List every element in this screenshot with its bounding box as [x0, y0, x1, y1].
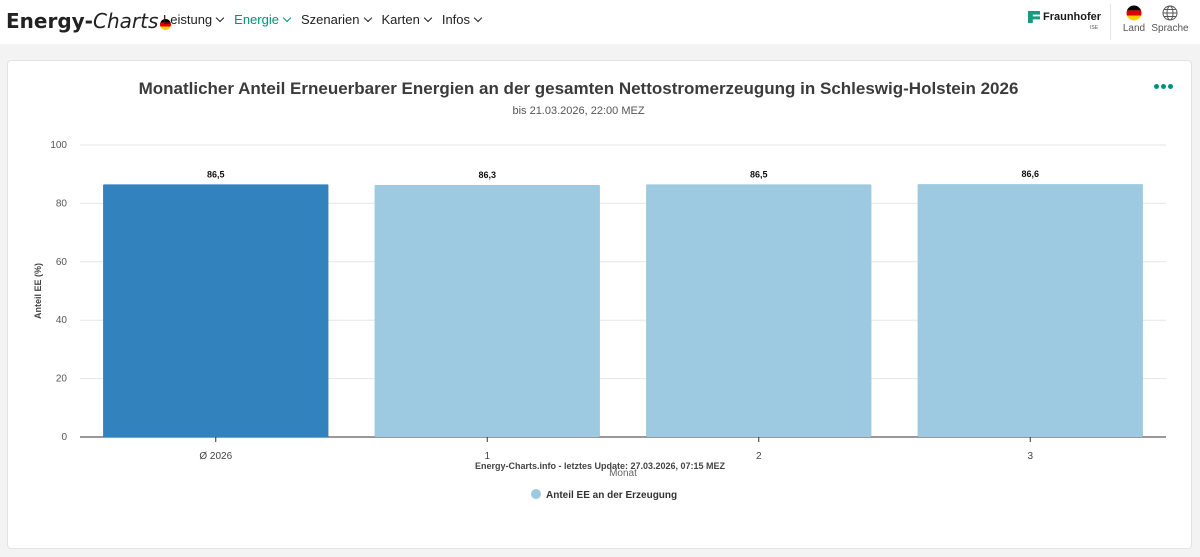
navbar-divider — [1110, 4, 1111, 40]
data-label: 86,5 — [207, 169, 225, 179]
bar — [374, 185, 600, 437]
chart-title: Monatlicher Anteil Erneuerbarer Energien… — [138, 79, 1019, 98]
x-tick-label: 3 — [1027, 451, 1033, 462]
chart-subtitle: bis 21.03.2026, 22:00 MEZ — [512, 105, 645, 117]
country-selector[interactable]: Land — [1114, 5, 1154, 34]
language-selector[interactable]: Sprache — [1150, 5, 1190, 34]
menu-leistung[interactable]: Leistung — [163, 12, 225, 27]
y-tick-label: 60 — [56, 257, 68, 268]
x-tick-label: Ø 2026 — [199, 451, 232, 462]
more-options-icon[interactable] — [1154, 79, 1178, 93]
data-label: 86,3 — [478, 170, 496, 180]
x-axis-title: Monat — [609, 468, 637, 479]
y-tick-label: 100 — [50, 140, 67, 151]
x-tick-label: 2 — [756, 451, 762, 462]
y-axis-title: Anteil EE (%) — [33, 263, 43, 319]
data-label: 86,6 — [1021, 169, 1039, 179]
bar — [917, 184, 1143, 437]
x-tick-label: 1 — [484, 451, 490, 462]
energy-charts-logo[interactable]: Energy-Charts — [6, 9, 172, 33]
y-tick-label: 20 — [56, 374, 68, 385]
bar — [646, 184, 872, 437]
country-label: Land — [1122, 23, 1146, 34]
menu-energie[interactable]: Energie — [234, 12, 292, 27]
fraunhofer-ise-label: ISE — [1090, 25, 1099, 31]
fraunhofer-logo[interactable]: Fraunhofer — [1028, 11, 1101, 23]
menu-infos[interactable]: Infos — [442, 12, 483, 27]
germany-flag-icon — [160, 19, 172, 30]
language-label: Sprache — [1151, 23, 1189, 34]
main-menu: Leistung Energie Szenarien Karten Infos — [163, 12, 483, 27]
y-tick-label: 40 — [56, 315, 68, 326]
data-label: 86,5 — [750, 169, 768, 179]
legend-label: Anteil EE an der Erzeugung — [546, 490, 677, 501]
legend-item[interactable]: Anteil EE an der Erzeugung — [531, 489, 677, 501]
y-tick-label: 0 — [61, 432, 67, 443]
menu-szenarien[interactable]: Szenarien — [301, 12, 372, 27]
globe-icon — [1162, 5, 1178, 21]
top-navbar: Energy-Charts Leistung Energie Szenarien… — [0, 0, 1200, 44]
chart-credits: Energy-Charts.info - letztes Update: 27.… — [474, 461, 726, 471]
legend-marker — [531, 489, 541, 499]
germany-flag-icon — [1126, 5, 1142, 21]
y-tick-label: 80 — [56, 198, 68, 209]
bar — [103, 184, 329, 437]
menu-karten[interactable]: Karten — [382, 12, 433, 27]
